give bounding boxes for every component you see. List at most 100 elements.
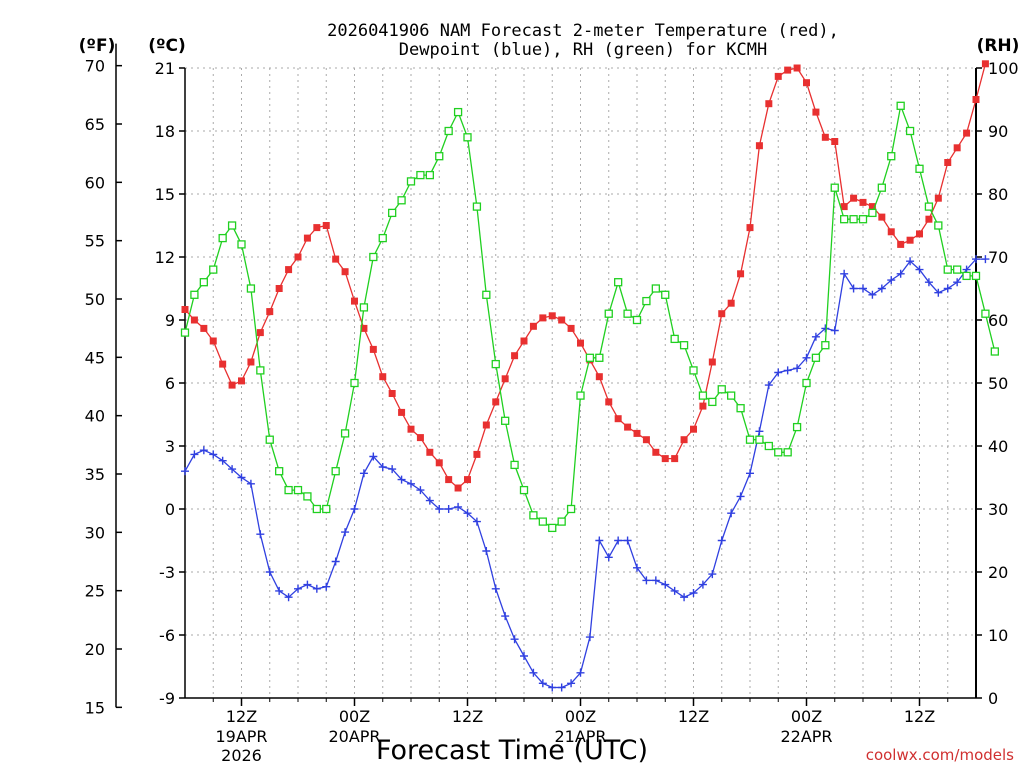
- dewpoint-point: [896, 269, 905, 278]
- dewpoint-point: [407, 479, 415, 488]
- rh-point: [265, 435, 274, 444]
- temperature-point: [821, 133, 829, 141]
- time-tick-label: 12Z: [904, 707, 935, 726]
- temperature-point: [680, 436, 688, 444]
- rh-point: [209, 265, 218, 274]
- rh-point: [416, 170, 425, 180]
- rh-point: [614, 278, 623, 287]
- temperature-point: [360, 324, 368, 332]
- rh-point: [519, 485, 529, 495]
- rh-tick-label: 70: [988, 248, 1008, 267]
- temperature-point: [247, 358, 255, 366]
- celsius-tick-label: 21: [155, 59, 175, 78]
- rh-point: [331, 467, 340, 476]
- temperature-point: [652, 448, 660, 456]
- rh-point: [736, 404, 745, 413]
- dewpoint-point: [633, 563, 641, 572]
- temperature-point: [690, 425, 697, 433]
- dewpoint-point: [378, 463, 387, 471]
- dewpoint-point: [284, 593, 293, 602]
- temperature-point: [981, 60, 989, 68]
- rh-point: [604, 309, 613, 318]
- dewpoint-point: [698, 580, 707, 589]
- dewpoint-point: [520, 652, 528, 660]
- temperature-point: [190, 316, 198, 324]
- rh-point: [642, 296, 651, 306]
- dewpoint-point: [934, 288, 943, 297]
- rh-point: [482, 290, 491, 299]
- rh-point: [792, 422, 802, 432]
- rh-point: [576, 391, 585, 400]
- temperature-point: [633, 429, 641, 437]
- rh-tick-label: 10: [988, 626, 1008, 645]
- temperature-point: [916, 230, 923, 238]
- rh-point: [463, 133, 472, 142]
- rh-point: [962, 271, 971, 281]
- temperature-point: [567, 324, 575, 332]
- rh-point: [915, 164, 924, 173]
- rh-point: [180, 328, 190, 337]
- dewpoint-point: [322, 582, 331, 591]
- temperature-point: [812, 108, 820, 116]
- dewpoint-point: [868, 290, 877, 299]
- temperature-point: [454, 484, 462, 492]
- dewpoint-point: [802, 353, 811, 362]
- dewpoint-point: [350, 505, 359, 513]
- celsius-tick-label: 15: [155, 185, 175, 204]
- time-tick-label: 00Z: [339, 707, 370, 726]
- dewpoint-point: [294, 584, 302, 593]
- dewpoint-point: [181, 467, 189, 476]
- temperature-point: [228, 381, 236, 389]
- dewpoint-point: [567, 679, 576, 688]
- time-tick-label: 00Z: [791, 707, 822, 726]
- dewpoint-point: [793, 364, 802, 373]
- rh-point: [670, 334, 679, 344]
- temperature-point: [379, 373, 387, 381]
- rh-point: [896, 101, 905, 110]
- rh-unit-label: (RH): [977, 36, 1020, 56]
- temperature-point: [492, 398, 500, 406]
- temperature-point: [435, 459, 443, 467]
- fahrenheit-tick-label: 30: [85, 523, 105, 542]
- temperature-point: [671, 455, 679, 463]
- rh-point: [378, 233, 387, 243]
- dewpoint-point: [642, 576, 651, 585]
- rh-point: [312, 504, 321, 514]
- dewpoint-point: [972, 255, 980, 264]
- fahrenheit-tick-label: 40: [85, 407, 105, 426]
- temperature-point: [897, 240, 905, 248]
- rh-point: [501, 416, 510, 425]
- rh-point: [689, 366, 698, 375]
- rh-point: [764, 441, 773, 451]
- dewpoint-point: [943, 284, 952, 293]
- rh-point: [849, 215, 858, 224]
- rh-point: [435, 152, 444, 161]
- fahrenheit-unit-label: (ºF): [79, 36, 116, 56]
- rh-point: [868, 208, 877, 218]
- fahrenheit-tick-label: 50: [85, 290, 105, 309]
- rh-point: [651, 284, 660, 293]
- rh-point: [708, 397, 717, 407]
- axes: [115, 43, 977, 708]
- temperature-point: [803, 79, 810, 87]
- grid-lines: [185, 67, 976, 699]
- temperature-point: [285, 266, 293, 274]
- dewpoint-point: [190, 450, 199, 459]
- temperature-point: [642, 436, 650, 444]
- dewpoint-point: [953, 278, 962, 287]
- rh-point: [905, 126, 915, 136]
- temperature-point: [765, 100, 773, 108]
- dewpoint-point: [623, 536, 632, 545]
- rh-point: [557, 517, 566, 526]
- temperature-point: [238, 377, 245, 385]
- dewpoint-point: [887, 276, 896, 285]
- rh-point: [981, 309, 990, 318]
- rh-point: [425, 170, 434, 180]
- dewpoint-point: [482, 547, 491, 555]
- dewpoint-point: [906, 257, 915, 266]
- rh-point: [924, 202, 934, 211]
- time-tick-label: 12Z: [226, 707, 257, 726]
- time-tick-date: 21APR: [554, 727, 606, 746]
